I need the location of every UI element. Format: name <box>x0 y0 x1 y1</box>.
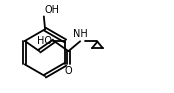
Text: OH: OH <box>45 5 60 15</box>
Text: O: O <box>65 66 72 76</box>
Text: HO: HO <box>37 36 52 46</box>
Text: NH: NH <box>73 29 88 39</box>
